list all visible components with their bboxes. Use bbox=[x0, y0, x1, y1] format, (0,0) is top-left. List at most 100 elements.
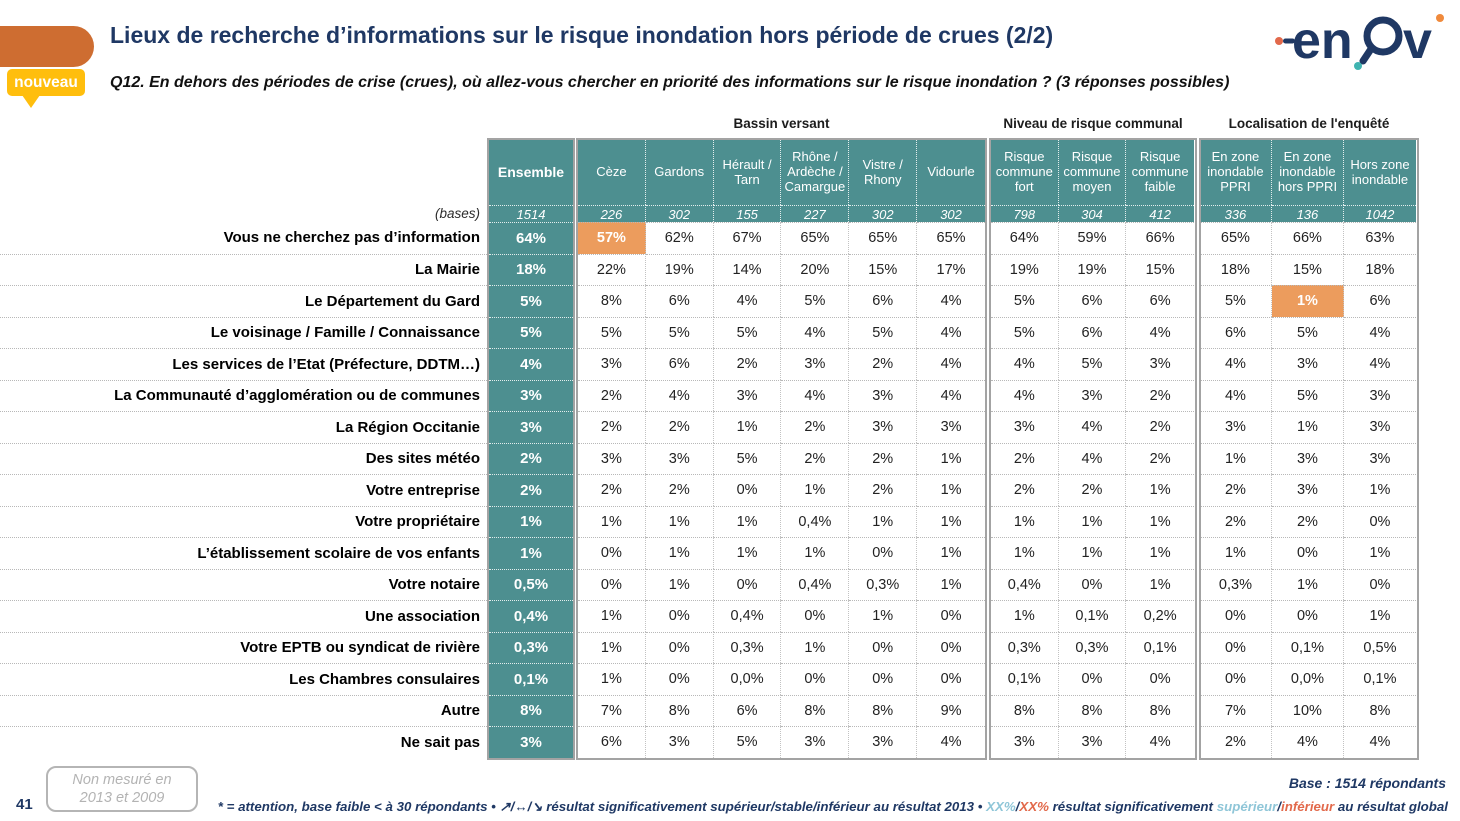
page-number: 41 bbox=[16, 796, 33, 813]
value-cell: 59% bbox=[1058, 222, 1127, 254]
value-cell: 4% bbox=[917, 285, 985, 317]
value-cell: 2% bbox=[1126, 442, 1194, 474]
value-cell: 0,3% bbox=[990, 631, 1059, 663]
base-note: Base : 1514 répondants bbox=[1288, 775, 1446, 791]
value-cell: 3% bbox=[781, 348, 850, 380]
value-cell: 0,5% bbox=[1343, 631, 1416, 663]
value-cell: 2% bbox=[1199, 726, 1272, 758]
value-cell: 1% bbox=[917, 474, 985, 506]
value-cell: 4% bbox=[1343, 316, 1416, 348]
value-cell: 8% bbox=[990, 694, 1059, 726]
column-header: Rhône / Ardèche / Camargue bbox=[781, 140, 850, 205]
accent-shape bbox=[0, 26, 94, 67]
row-label: Autre bbox=[0, 694, 489, 727]
value-cell: 15% bbox=[849, 253, 918, 285]
value-cell: 1% bbox=[578, 600, 646, 632]
value-cell: 1% bbox=[990, 600, 1059, 632]
value-cell: 1% bbox=[917, 537, 985, 569]
value-cell: 4% bbox=[713, 285, 782, 317]
value-cell: 0,3% bbox=[713, 631, 782, 663]
column-header: Gardons bbox=[645, 140, 714, 205]
value-cell: 3% bbox=[1343, 411, 1416, 443]
ensemble-value: 4% bbox=[489, 348, 573, 380]
value-cell: 2% bbox=[1058, 474, 1127, 506]
value-cell: 65% bbox=[917, 222, 985, 254]
value-cell: 3% bbox=[781, 726, 850, 758]
base-value: 412 bbox=[1126, 205, 1194, 222]
value-cell: 65% bbox=[849, 222, 918, 254]
group-title-localisation: Localisation de l'enquêté bbox=[1228, 116, 1390, 131]
value-cell: 5% bbox=[578, 316, 646, 348]
value-cell: 2% bbox=[578, 474, 646, 506]
value-cell: 4% bbox=[1199, 379, 1272, 411]
value-cell: 0% bbox=[645, 631, 714, 663]
ensemble-value: 0,1% bbox=[489, 663, 573, 695]
value-cell: 1% bbox=[1058, 537, 1127, 569]
value-cell: 3% bbox=[1343, 379, 1416, 411]
value-cell: 6% bbox=[1199, 316, 1272, 348]
value-cell: 4% bbox=[917, 726, 985, 758]
legend-slash1: / bbox=[1015, 799, 1020, 814]
value-cell: 19% bbox=[645, 253, 714, 285]
value-cell: 5% bbox=[1271, 379, 1344, 411]
base-value: 136 bbox=[1271, 205, 1344, 222]
value-cell: 8% bbox=[849, 694, 918, 726]
value-cell: 3% bbox=[1126, 348, 1194, 380]
value-cell: 66% bbox=[1126, 222, 1194, 254]
value-cell: 1% bbox=[1271, 411, 1344, 443]
row-label: La Région Occitanie bbox=[0, 411, 489, 443]
value-cell: 0% bbox=[917, 631, 985, 663]
bases-label: (bases) bbox=[434, 206, 480, 221]
column-header: Hors zone inondable bbox=[1343, 140, 1416, 205]
value-cell: 0,0% bbox=[1271, 663, 1344, 695]
value-cell: 5% bbox=[713, 726, 782, 758]
value-cell: 2% bbox=[990, 474, 1059, 506]
row-label: La Communauté d’agglomération ou de comm… bbox=[0, 379, 489, 412]
value-cell: 3% bbox=[645, 442, 714, 474]
ensemble-value: 0,3% bbox=[489, 631, 573, 663]
base-value: 304 bbox=[1058, 205, 1127, 222]
value-cell: 0% bbox=[1271, 537, 1344, 569]
value-cell: 6% bbox=[645, 348, 714, 380]
value-cell: 4% bbox=[1126, 316, 1194, 348]
value-cell: 67% bbox=[713, 222, 782, 254]
value-cell-highlighted: 1% bbox=[1271, 285, 1344, 317]
value-cell: 6% bbox=[645, 285, 714, 317]
value-cell: 8% bbox=[645, 694, 714, 726]
legend-part2: résultat significativement supérieur/sta… bbox=[542, 799, 987, 814]
legend-part3: résultat significativement bbox=[1048, 799, 1217, 814]
value-cell: 65% bbox=[781, 222, 850, 254]
value-cell: 14% bbox=[713, 253, 782, 285]
value-cell: 2% bbox=[781, 411, 850, 443]
value-cell: 0% bbox=[917, 663, 985, 695]
value-cell: 0,1% bbox=[1343, 663, 1416, 695]
value-cell: 4% bbox=[1126, 726, 1194, 758]
value-cell: 6% bbox=[1058, 316, 1127, 348]
ensemble-value: 1% bbox=[489, 505, 573, 537]
page-title: Lieux de recherche d’informations sur le… bbox=[110, 22, 1054, 48]
value-cell: 2% bbox=[578, 411, 646, 443]
column-header: Vistre / Rhony bbox=[849, 140, 918, 205]
value-cell: 2% bbox=[645, 411, 714, 443]
value-cell: 1% bbox=[1126, 537, 1194, 569]
value-cell-highlighted: 57% bbox=[578, 222, 646, 254]
value-cell: 1% bbox=[781, 474, 850, 506]
value-cell: 4% bbox=[781, 379, 850, 411]
value-cell: 1% bbox=[1199, 442, 1272, 474]
value-cell: 6% bbox=[578, 726, 646, 758]
value-cell: 0% bbox=[917, 600, 985, 632]
value-cell: 0,3% bbox=[849, 568, 918, 600]
value-cell: 0% bbox=[849, 631, 918, 663]
value-cell: 8% bbox=[578, 285, 646, 317]
value-cell: 3% bbox=[849, 379, 918, 411]
value-cell: 1% bbox=[1271, 568, 1344, 600]
base-value: 1042 bbox=[1343, 205, 1416, 222]
not-measured-note: Non mesuré en 2013 et 2009 bbox=[46, 766, 198, 812]
value-cell: 4% bbox=[1058, 411, 1127, 443]
value-cell: 0,4% bbox=[781, 568, 850, 600]
value-cell: 0,3% bbox=[1199, 568, 1272, 600]
new-badge: nouveau bbox=[7, 69, 85, 96]
value-cell: 7% bbox=[578, 694, 646, 726]
value-cell: 62% bbox=[645, 222, 714, 254]
